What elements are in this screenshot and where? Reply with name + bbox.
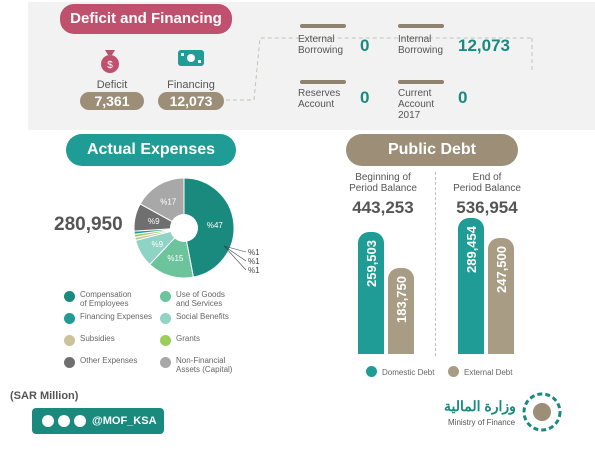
internal-borrowing-marker bbox=[398, 24, 444, 28]
legend-swatch bbox=[160, 313, 171, 324]
pie-slice-label: %17 bbox=[160, 197, 177, 206]
pie-small-slice-label: %1 bbox=[248, 248, 260, 257]
external-legend-label: External Debt bbox=[464, 368, 513, 377]
pie-small-slice-label: %1 bbox=[248, 266, 260, 275]
debt-bar-value: 247,500 bbox=[494, 245, 509, 293]
legend-label: Social Benefits bbox=[176, 312, 229, 321]
debt-bar bbox=[458, 218, 484, 354]
social-handle[interactable]: @MOF_KSA bbox=[92, 415, 157, 427]
ministry-name-en: Ministry of Finance bbox=[448, 418, 516, 427]
legend-label: Non-Financial Assets (Capital) bbox=[176, 356, 233, 374]
legend-swatch bbox=[160, 291, 171, 302]
domestic-legend-swatch bbox=[366, 366, 377, 377]
pie-slice-label: %47 bbox=[207, 221, 224, 230]
pie-small-slice-label: %1 bbox=[248, 257, 260, 266]
legend-label: Financing Expenses bbox=[80, 312, 153, 321]
social-bar bbox=[32, 408, 164, 434]
financing-connector bbox=[226, 37, 533, 101]
external-borrowing-value: 0 bbox=[360, 36, 370, 55]
facebook-icon[interactable] bbox=[42, 415, 54, 427]
debt-bar bbox=[358, 232, 384, 354]
end-balance-label: End of Period Balance bbox=[453, 172, 521, 194]
debt-bar-value: 183,750 bbox=[394, 275, 409, 323]
ministry-name-ar: وزارة المالية bbox=[444, 398, 516, 414]
pie-leader-line bbox=[223, 245, 247, 271]
legend-label: Use of Goods and Services bbox=[176, 290, 225, 308]
youtube-icon[interactable] bbox=[58, 415, 70, 427]
pie-leader-line bbox=[223, 245, 247, 262]
pie-slice-label: %15 bbox=[167, 254, 184, 263]
legend-swatch bbox=[160, 357, 171, 368]
reserves-account-label: Reserves Account bbox=[298, 88, 341, 110]
legend-label: Grants bbox=[176, 334, 201, 343]
legend-swatch bbox=[64, 291, 75, 302]
external-legend-swatch bbox=[448, 366, 459, 377]
pie-slice bbox=[183, 177, 235, 278]
pie-leader-line bbox=[223, 245, 247, 253]
current-account-value: 0 bbox=[458, 88, 468, 107]
legend-swatch bbox=[64, 357, 75, 368]
reserves-marker bbox=[300, 80, 346, 84]
deficit-value: 7,361 bbox=[80, 92, 144, 110]
money-bag-icon: $ bbox=[101, 50, 119, 73]
reserves-account-value: 0 bbox=[360, 88, 370, 107]
expenses-pie-chart: %47%15%9%9%17%1%1%1 bbox=[133, 177, 260, 279]
banknote-icon bbox=[178, 50, 204, 66]
legend-swatch bbox=[64, 335, 75, 346]
debt-bar-value: 289,454 bbox=[464, 226, 479, 274]
debt-bar bbox=[488, 237, 514, 354]
internal-borrowing-label: Internal Borrowing bbox=[398, 34, 444, 56]
pie-slice bbox=[139, 177, 185, 229]
pie-slice-label: %9 bbox=[152, 240, 164, 249]
end-balance-value: 536,954 bbox=[456, 198, 518, 217]
legend-label: Subsidies bbox=[80, 334, 115, 343]
deficit-label: Deficit bbox=[96, 79, 128, 91]
twitter-icon[interactable] bbox=[74, 415, 86, 427]
debt-divider bbox=[435, 172, 437, 356]
legend-label: Other Expenses bbox=[80, 356, 138, 365]
actual-expenses-title: Actual Expenses bbox=[66, 134, 236, 166]
legend-label: Compensation of Employees bbox=[80, 290, 132, 308]
current-account-label: Current Account 2017 bbox=[398, 88, 435, 121]
svg-text:$: $ bbox=[107, 60, 113, 71]
public-debt-title: Public Debt bbox=[346, 134, 518, 166]
domestic-legend-label: Domestic Debt bbox=[382, 368, 435, 377]
ministry-emblem-icon bbox=[522, 392, 562, 432]
external-borrowing-marker bbox=[300, 24, 346, 28]
pie-slice-label: %9 bbox=[148, 217, 160, 226]
legend-swatch bbox=[64, 313, 75, 324]
deficit-financing-title: Deficit and Financing bbox=[60, 4, 232, 34]
unit-label: (SAR Million) bbox=[10, 390, 79, 402]
current-account-marker bbox=[398, 80, 444, 84]
beginning-balance-value: 443,253 bbox=[352, 198, 414, 217]
debt-bar-value: 259,503 bbox=[364, 240, 379, 288]
internal-borrowing-value: 12,073 bbox=[458, 36, 510, 55]
actual-expenses-total: 280,950 bbox=[54, 214, 123, 235]
legend-swatch bbox=[160, 335, 171, 346]
pie-center-hole bbox=[170, 214, 198, 242]
beginning-balance-label: Beginning of Period Balance bbox=[349, 172, 417, 194]
debt-bar bbox=[388, 267, 414, 354]
external-borrowing-label: External Borrowing bbox=[298, 34, 344, 56]
financing-value: 12,073 bbox=[158, 92, 224, 110]
financing-label: Financing bbox=[167, 79, 215, 91]
